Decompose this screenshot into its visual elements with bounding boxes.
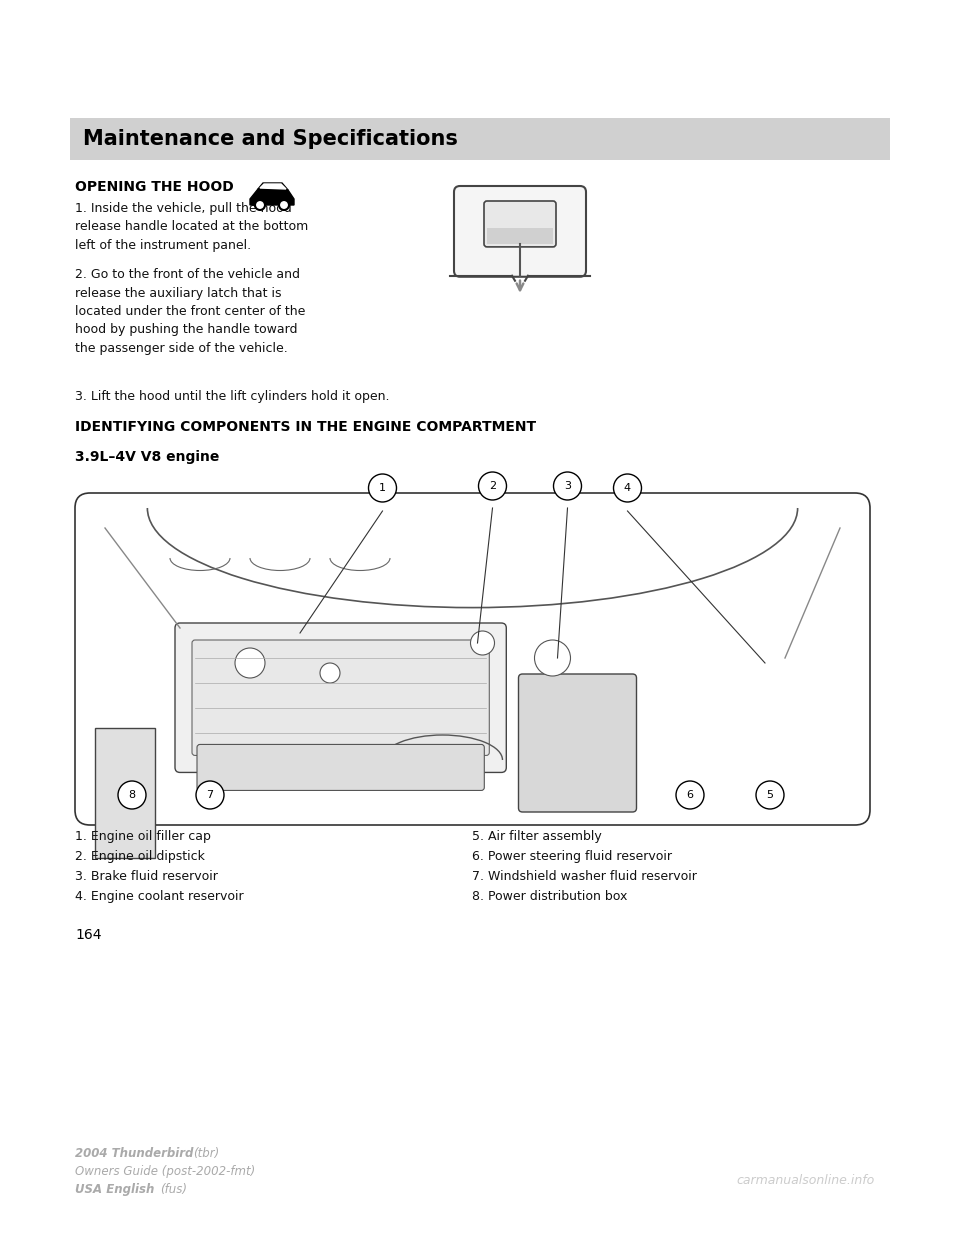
- FancyBboxPatch shape: [192, 640, 490, 755]
- Text: 3: 3: [564, 481, 571, 491]
- Text: 6. Power steering fluid reservoir: 6. Power steering fluid reservoir: [472, 850, 672, 863]
- Circle shape: [470, 631, 494, 655]
- Text: 2004 Thunderbird: 2004 Thunderbird: [75, 1148, 193, 1160]
- Circle shape: [118, 781, 146, 809]
- Text: (tbr): (tbr): [193, 1148, 219, 1160]
- Text: 7. Windshield washer fluid reservoir: 7. Windshield washer fluid reservoir: [472, 869, 697, 883]
- Text: 4: 4: [624, 483, 631, 493]
- Text: 3.9L–4V V8 engine: 3.9L–4V V8 engine: [75, 450, 220, 465]
- FancyBboxPatch shape: [454, 186, 586, 277]
- Circle shape: [369, 474, 396, 502]
- FancyBboxPatch shape: [95, 728, 155, 858]
- Circle shape: [279, 200, 289, 210]
- Circle shape: [756, 781, 784, 809]
- Text: 3. Lift the hood until the lift cylinders hold it open.: 3. Lift the hood until the lift cylinder…: [75, 390, 390, 402]
- Text: 3. Brake fluid reservoir: 3. Brake fluid reservoir: [75, 869, 218, 883]
- Circle shape: [320, 663, 340, 683]
- FancyBboxPatch shape: [487, 229, 553, 243]
- Text: 4. Engine coolant reservoir: 4. Engine coolant reservoir: [75, 891, 244, 903]
- Circle shape: [613, 474, 641, 502]
- Text: 2. Go to the front of the vehicle and
release the auxiliary latch that is
locate: 2. Go to the front of the vehicle and re…: [75, 268, 305, 355]
- Text: 7: 7: [206, 790, 213, 800]
- Text: 164: 164: [75, 928, 102, 941]
- FancyBboxPatch shape: [197, 744, 484, 790]
- Circle shape: [554, 472, 582, 501]
- FancyBboxPatch shape: [518, 674, 636, 812]
- Bar: [70, 118, 890, 160]
- Polygon shape: [258, 183, 288, 190]
- Text: 5: 5: [766, 790, 774, 800]
- Text: 8. Power distribution box: 8. Power distribution box: [472, 891, 627, 903]
- Circle shape: [196, 781, 224, 809]
- Text: USA English: USA English: [75, 1182, 155, 1196]
- Text: carmanualsonline.info: carmanualsonline.info: [736, 1174, 875, 1187]
- Text: 2: 2: [489, 481, 496, 491]
- FancyBboxPatch shape: [75, 493, 870, 825]
- Text: 1. Engine oil filler cap: 1. Engine oil filler cap: [75, 830, 211, 843]
- Text: Owners Guide (post-2002-fmt): Owners Guide (post-2002-fmt): [75, 1165, 255, 1177]
- Circle shape: [255, 200, 265, 210]
- Text: 5. Air filter assembly: 5. Air filter assembly: [472, 830, 602, 843]
- FancyBboxPatch shape: [484, 201, 556, 247]
- Text: 2. Engine oil dipstick: 2. Engine oil dipstick: [75, 850, 204, 863]
- Circle shape: [478, 472, 507, 501]
- Text: Maintenance and Specifications: Maintenance and Specifications: [83, 129, 458, 149]
- Circle shape: [535, 640, 570, 676]
- Text: (fus): (fus): [160, 1182, 187, 1196]
- FancyBboxPatch shape: [175, 623, 506, 773]
- Text: 6: 6: [686, 790, 693, 800]
- Text: OPENING THE HOOD: OPENING THE HOOD: [75, 180, 233, 194]
- Text: 1: 1: [379, 483, 386, 493]
- Polygon shape: [250, 188, 294, 205]
- Text: IDENTIFYING COMPONENTS IN THE ENGINE COMPARTMENT: IDENTIFYING COMPONENTS IN THE ENGINE COM…: [75, 420, 536, 433]
- Circle shape: [676, 781, 704, 809]
- Polygon shape: [260, 184, 286, 189]
- Circle shape: [235, 648, 265, 678]
- Text: 1. Inside the vehicle, pull the hood
release handle located at the bottom
left o: 1. Inside the vehicle, pull the hood rel…: [75, 202, 308, 252]
- Text: 8: 8: [129, 790, 135, 800]
